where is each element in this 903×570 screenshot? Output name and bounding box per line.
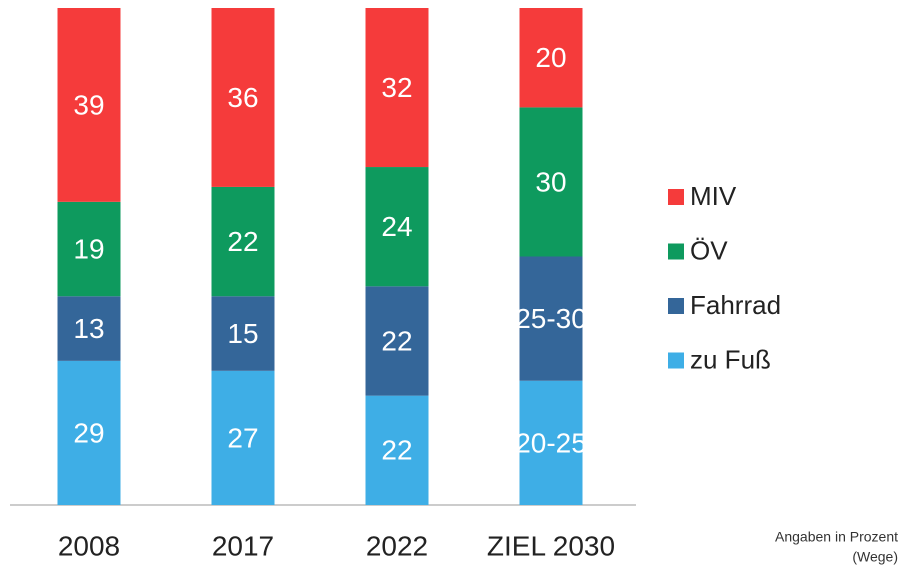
data-label: 24 bbox=[381, 211, 412, 242]
data-label: 29 bbox=[73, 417, 104, 448]
legend-label: zu Fuß bbox=[690, 344, 771, 374]
legend-swatch bbox=[668, 298, 684, 314]
bar-segment bbox=[57, 360, 121, 505]
bar-segment bbox=[57, 296, 121, 361]
data-label: 13 bbox=[73, 313, 104, 344]
x-tick-label: ZIEL 2030 bbox=[487, 530, 615, 561]
legend-swatch bbox=[668, 243, 684, 260]
note: (Wege) bbox=[852, 549, 898, 565]
x-tick-label: 2022 bbox=[366, 530, 428, 561]
data-label: 22 bbox=[227, 226, 258, 257]
bar-segment bbox=[519, 256, 583, 381]
x-tick-label: 2017 bbox=[212, 530, 274, 561]
bar-segment bbox=[365, 286, 429, 396]
legend-label: MIV bbox=[690, 181, 737, 211]
data-label: 30 bbox=[535, 166, 566, 197]
data-label: 39 bbox=[73, 89, 104, 120]
data-label: 32 bbox=[381, 72, 412, 103]
bar-segment bbox=[57, 201, 121, 297]
bar-segment bbox=[519, 380, 583, 505]
data-label: 22 bbox=[381, 435, 412, 466]
data-label: 27 bbox=[227, 422, 258, 453]
legend-label: Fahrrad bbox=[690, 290, 781, 320]
legend-swatch bbox=[668, 352, 684, 369]
legend-label: ÖV bbox=[690, 235, 728, 265]
bar-segment bbox=[57, 8, 121, 202]
data-label: 20-25 bbox=[515, 427, 587, 458]
data-label: 19 bbox=[73, 233, 104, 264]
data-label: 25-30 bbox=[515, 303, 587, 334]
bar-segment bbox=[211, 186, 275, 297]
data-label: 20 bbox=[535, 42, 566, 73]
bar-segment bbox=[519, 107, 583, 257]
data-label: 36 bbox=[227, 82, 258, 113]
bar-segment bbox=[365, 8, 429, 168]
bar-segment bbox=[211, 296, 275, 371]
data-label: 22 bbox=[381, 325, 412, 356]
bar-segment bbox=[211, 8, 275, 187]
note: Angaben in Prozent bbox=[775, 529, 898, 545]
legend-swatch bbox=[668, 189, 684, 205]
data-label: 15 bbox=[227, 318, 258, 349]
bar-segment bbox=[365, 167, 429, 287]
bar-segment bbox=[211, 370, 275, 505]
bar-segment bbox=[519, 8, 583, 108]
bar-segment bbox=[365, 395, 429, 505]
x-tick-label: 2008 bbox=[58, 530, 120, 561]
